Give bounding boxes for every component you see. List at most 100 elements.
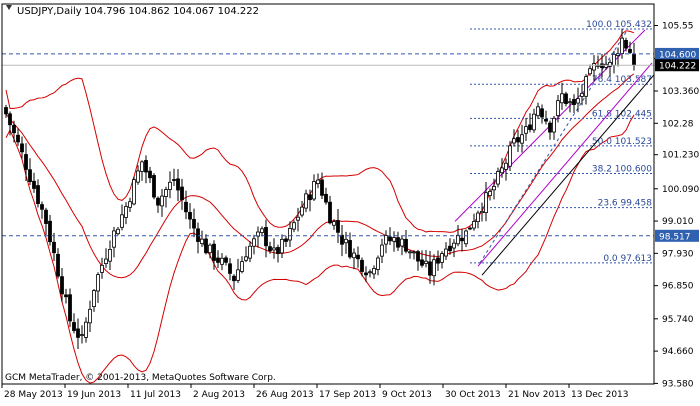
x-tick-label: 26 Aug 2013 [256, 390, 314, 400]
candle-body-bull [412, 251, 416, 254]
candle-body-bear [284, 238, 288, 242]
candle-body-bear [152, 175, 156, 198]
candle-body-bull [608, 62, 612, 67]
candle-body-bear [76, 328, 80, 338]
price-bars [4, 28, 636, 350]
candle-body-bear [264, 227, 268, 247]
candle-body-bear [540, 108, 544, 118]
candle-body-bull [208, 244, 212, 254]
candle-body-bull [392, 237, 396, 242]
candle-body-bull [96, 274, 100, 292]
candle-body-bull [552, 117, 556, 133]
y-tick-label: 99.010 [662, 217, 694, 227]
candle-body-bear [572, 99, 576, 105]
candle-body-bull [432, 259, 436, 277]
candle-body-bull [312, 181, 316, 200]
candle-body-bear [68, 294, 72, 322]
candle-body-bull [288, 228, 292, 241]
candle-body-bull [580, 92, 584, 97]
candle-body-bear [416, 251, 420, 262]
candle-body-bear [388, 236, 392, 242]
x-tick-label: 28 May 2013 [4, 390, 63, 400]
candle-body-bull [400, 238, 404, 247]
candle-body-bear [36, 185, 40, 204]
candle-body-bear [516, 137, 520, 143]
candle-body-bull [260, 228, 264, 233]
y-tick-label: 105.55 [662, 22, 694, 32]
fib-level-label: 61.8 102.445 [592, 109, 652, 119]
candle-body-bull [344, 238, 348, 244]
fib-level-label: 0.0 97.613 [603, 254, 652, 264]
candle-body-bull [272, 247, 276, 251]
candle-body-bear [628, 49, 632, 53]
candle-body-bull [280, 238, 284, 254]
candle-body-bull [220, 257, 224, 265]
candle-body-bull [124, 206, 128, 218]
candle-body-bull [536, 106, 540, 117]
candle-body-bull [300, 206, 304, 216]
candle-body-bull [236, 269, 240, 281]
candle-body-bull [560, 93, 564, 104]
channel-line[interactable] [477, 62, 653, 267]
fibonacci-retracement[interactable]: 100.0 105.432 76.4 103.587 61.8 102.445 50.… [470, 20, 654, 264]
candle-body-bear [364, 272, 368, 276]
candle-body-bear [56, 253, 60, 277]
candle-body-bull [484, 192, 488, 214]
candle-body-bull [100, 264, 104, 273]
candle-body-bull [376, 257, 380, 270]
chart-collapse-arrow-icon[interactable] [6, 5, 12, 10]
y-tick-label: 97.930 [662, 249, 694, 259]
bollinger-lower-band [5, 114, 635, 384]
y-tick-label: 102.28 [662, 119, 694, 129]
fib-level-label: 50.0 101.523 [592, 137, 652, 147]
candle-body-bull [244, 256, 248, 261]
price-badge-label: 98.517 [659, 232, 691, 242]
candle-body-bull [456, 234, 460, 245]
candle-body-bear [436, 257, 440, 264]
horizontal-price-lines[interactable] [2, 53, 654, 237]
candle-body-bull [592, 63, 596, 71]
candle-body-bull [620, 37, 624, 54]
y-tick-label: 95.740 [662, 315, 694, 325]
bollinger-upper-band [5, 30, 635, 233]
x-tick-label: 2 Aug 2013 [193, 390, 245, 400]
candle-body-bull [168, 181, 172, 190]
candle-body-bear [176, 178, 180, 191]
candle-body-bull [296, 216, 300, 221]
candle-body-bull [164, 189, 168, 197]
x-tick-label: 9 Oct 2013 [382, 390, 432, 400]
candle-body-bull [472, 221, 476, 229]
candle-body-bear [360, 259, 364, 272]
candle-body-bear [24, 154, 28, 170]
y-tick-label: 100.090 [662, 185, 699, 195]
candle-body-bear [204, 238, 208, 254]
candle-body-bull [452, 242, 456, 249]
x-tick-label: 17 Sep 2013 [319, 390, 376, 400]
candle-body-bear [64, 294, 68, 298]
fib-level-label: 76.4 103.587 [592, 75, 652, 85]
candle-body-bull [316, 179, 320, 184]
candle-body-bear [232, 275, 236, 282]
candle-body-bear [404, 238, 408, 252]
plot-frame [1, 3, 655, 385]
price-badge-blue [655, 47, 699, 60]
fib-level-label: 100.0 105.432 [586, 20, 652, 30]
fib-trend-line[interactable] [479, 28, 629, 264]
candle-body-bear [144, 160, 148, 173]
candle-body-bull [380, 244, 384, 257]
candle-body-bull [440, 253, 444, 263]
candle-body-bear [396, 237, 400, 248]
bollinger-bands [5, 30, 635, 384]
candle-body-bear [544, 118, 548, 122]
bollinger-middle-band [5, 73, 635, 279]
candle-body-bull [492, 186, 496, 191]
candle-body-bull [368, 271, 372, 274]
candle-body-bear [4, 107, 8, 115]
candle-body-bull [160, 195, 164, 207]
support-trend-line[interactable] [481, 74, 655, 276]
y-tick-label: 101.230 [662, 151, 699, 161]
candle-body-bull [520, 134, 524, 144]
candle-body-bear [212, 243, 216, 261]
